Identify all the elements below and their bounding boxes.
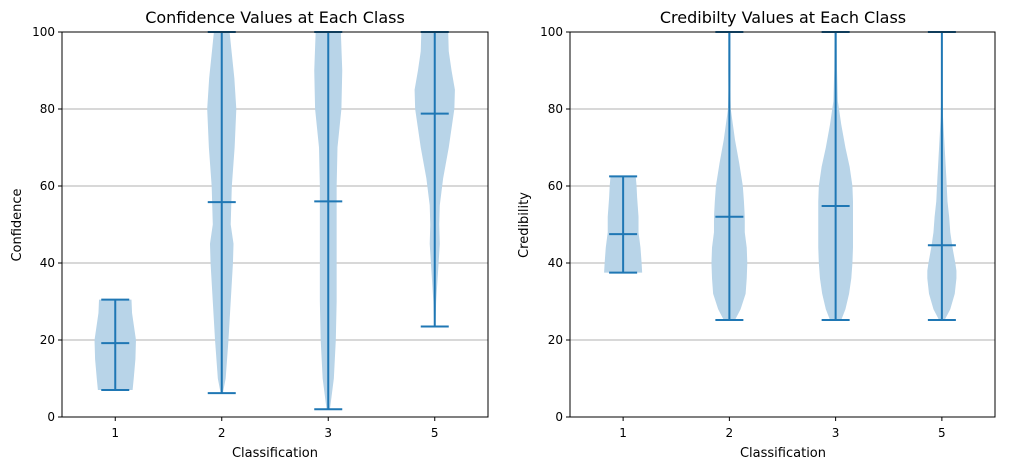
- x-tick-label: 2: [218, 426, 226, 440]
- y-tick-label: 20: [40, 333, 55, 347]
- x-tick-label: 1: [111, 426, 119, 440]
- plot-area-background: [570, 32, 995, 417]
- x-ticks: 1 2 3 5: [619, 417, 946, 440]
- x-tick-label: 1: [619, 426, 627, 440]
- x-tick-label: 2: [726, 426, 734, 440]
- y-tick-label: 100: [540, 25, 563, 39]
- chart-title: Confidence Values at Each Class: [145, 8, 405, 27]
- y-tick-label: 20: [548, 333, 563, 347]
- plot-frame: [569, 31, 996, 418]
- confidence-chart-panel: 0 20 40 60 80 100 1 2 3 5 Confidence Values at E…: [10, 8, 489, 461]
- plot-frame: [61, 31, 489, 418]
- y-ticks: 0 20 40 60 80 100: [32, 25, 62, 424]
- y-tick-label: 40: [40, 256, 55, 270]
- y-axis-label: Credibility: [517, 192, 532, 258]
- y-tick-label: 0: [47, 410, 55, 424]
- y-tick-label: 60: [40, 179, 55, 193]
- y-ticks: 0 20 40 60 80 100: [540, 25, 570, 424]
- chart-title: Credibilty Values at Each Class: [660, 8, 906, 27]
- y-tick-label: 80: [548, 102, 563, 116]
- y-tick-label: 100: [32, 25, 55, 39]
- x-axis-label: Classification: [740, 446, 826, 461]
- x-tick-label: 5: [938, 426, 946, 440]
- x-axis-label: Classification: [232, 446, 318, 461]
- credibility-chart-panel: 0 20 40 60 80 100 1 2 3 5 Credibilty Values at E…: [517, 8, 996, 461]
- violins: [94, 31, 455, 411]
- x-tick-label: 3: [324, 426, 332, 440]
- x-ticks: 1 2 3 5: [111, 417, 439, 440]
- x-tick-label: 3: [832, 426, 840, 440]
- y-tick-label: 80: [40, 102, 55, 116]
- y-tick-label: 0: [555, 410, 563, 424]
- y-tick-label: 40: [548, 256, 563, 270]
- y-tick-label: 60: [548, 179, 563, 193]
- y-axis-label: Confidence: [10, 188, 25, 261]
- violins: [604, 31, 957, 321]
- x-tick-label: 5: [431, 426, 439, 440]
